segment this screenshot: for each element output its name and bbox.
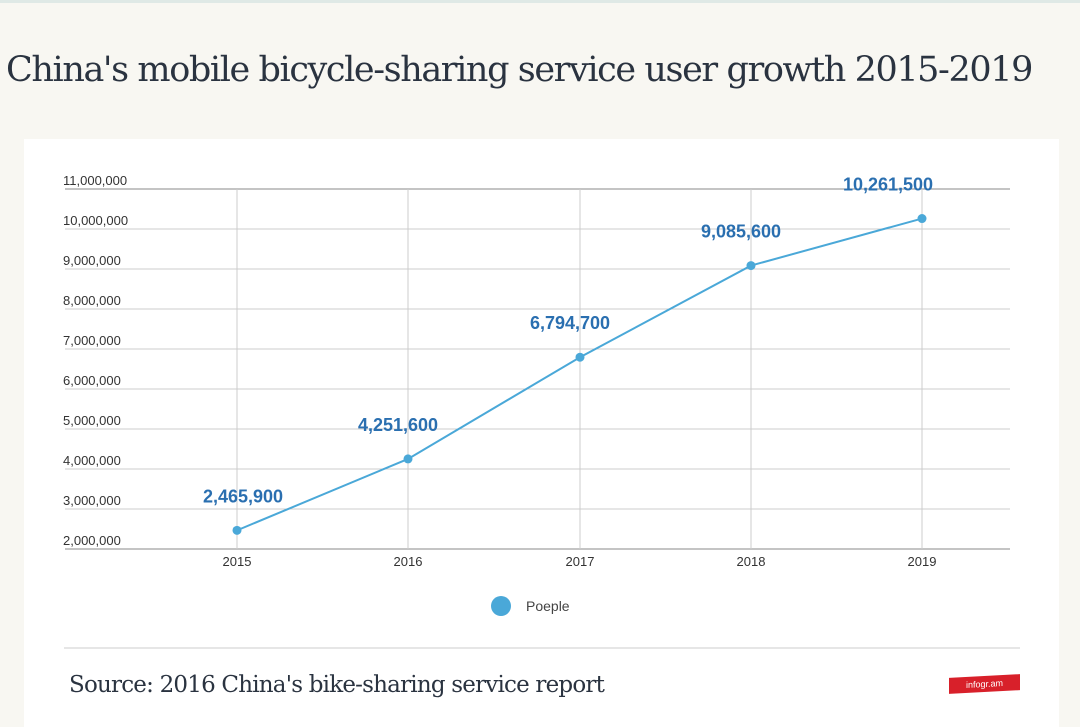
data-label: 9,085,600 [701,222,781,242]
source-note: Source: 2016 China's bike-sharing servic… [69,672,605,698]
chart-card [24,139,1059,727]
x-tick-label: 2017 [566,554,595,569]
data-label: 4,251,600 [358,415,438,435]
data-label: 10,261,500 [843,175,933,195]
x-tick-label: 2015 [223,554,252,569]
y-tick-label: 9,000,000 [63,253,121,268]
y-tick-label: 7,000,000 [63,333,121,348]
data-point [232,525,242,535]
y-tick-label: 4,000,000 [63,453,121,468]
y-tick-label: 2,000,000 [63,533,121,548]
data-point [746,261,756,271]
y-tick-label: 10,000,000 [63,213,128,228]
x-tick-label: 2019 [908,554,937,569]
y-tick-label: 6,000,000 [63,373,121,388]
top-border [0,0,1080,3]
y-tick-label: 5,000,000 [63,413,121,428]
data-point [575,352,585,362]
data-label: 6,794,700 [530,313,610,333]
data-point [917,214,927,224]
legend-label: Poeple [526,598,570,614]
legend-marker [491,596,511,616]
y-tick-label: 3,000,000 [63,493,121,508]
page-title: China's mobile bicycle-sharing service u… [6,50,1033,90]
data-point [403,454,413,464]
x-tick-label: 2016 [394,554,423,569]
y-tick-label: 11,000,000 [63,173,127,188]
y-tick-label: 8,000,000 [63,293,121,308]
data-label: 2,465,900 [203,486,283,506]
x-tick-label: 2018 [737,554,766,569]
